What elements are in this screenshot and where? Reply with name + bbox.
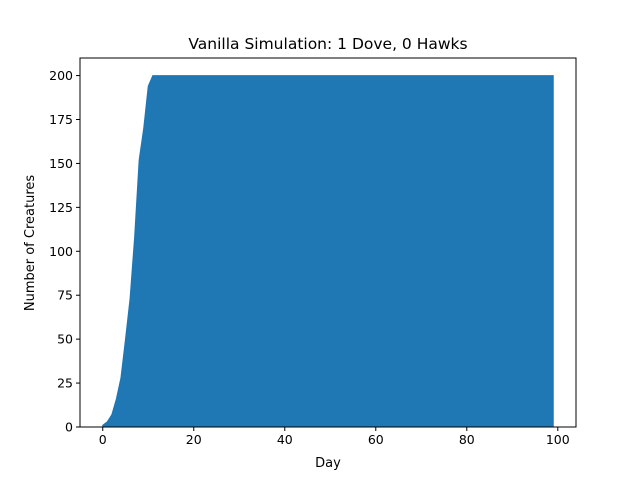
x-tick-label: 100 [546, 432, 570, 447]
x-tick-label: 0 [99, 432, 107, 447]
y-tick-label: 150 [49, 156, 73, 171]
area-series [102, 75, 554, 428]
y-tick-label: 0 [65, 420, 73, 435]
chart-title: Vanilla Simulation: 1 Dove, 0 Hawks [188, 35, 467, 53]
y-tick-label: 50 [57, 332, 73, 347]
y-axis-label: Number of Creatures [23, 175, 38, 312]
y-tick-label: 175 [49, 112, 73, 127]
x-tick-label: 20 [186, 432, 202, 447]
y-tick-label: 125 [49, 200, 73, 215]
x-tick-label: 40 [277, 432, 293, 447]
plot-area [102, 75, 554, 428]
axes: 0 20 40 60 80 100 0 25 50 75 100 125 150 175 200 [49, 57, 577, 447]
plot-frame [79, 57, 577, 428]
y-tick-label: 75 [57, 288, 73, 303]
y-tick-label: 200 [49, 68, 73, 83]
y-tick-label: 100 [49, 244, 73, 259]
x-tick-label: 80 [459, 432, 475, 447]
y-tick-label: 25 [57, 376, 73, 391]
x-axis-label: Day [315, 456, 341, 471]
x-tick-label: 60 [368, 432, 384, 447]
